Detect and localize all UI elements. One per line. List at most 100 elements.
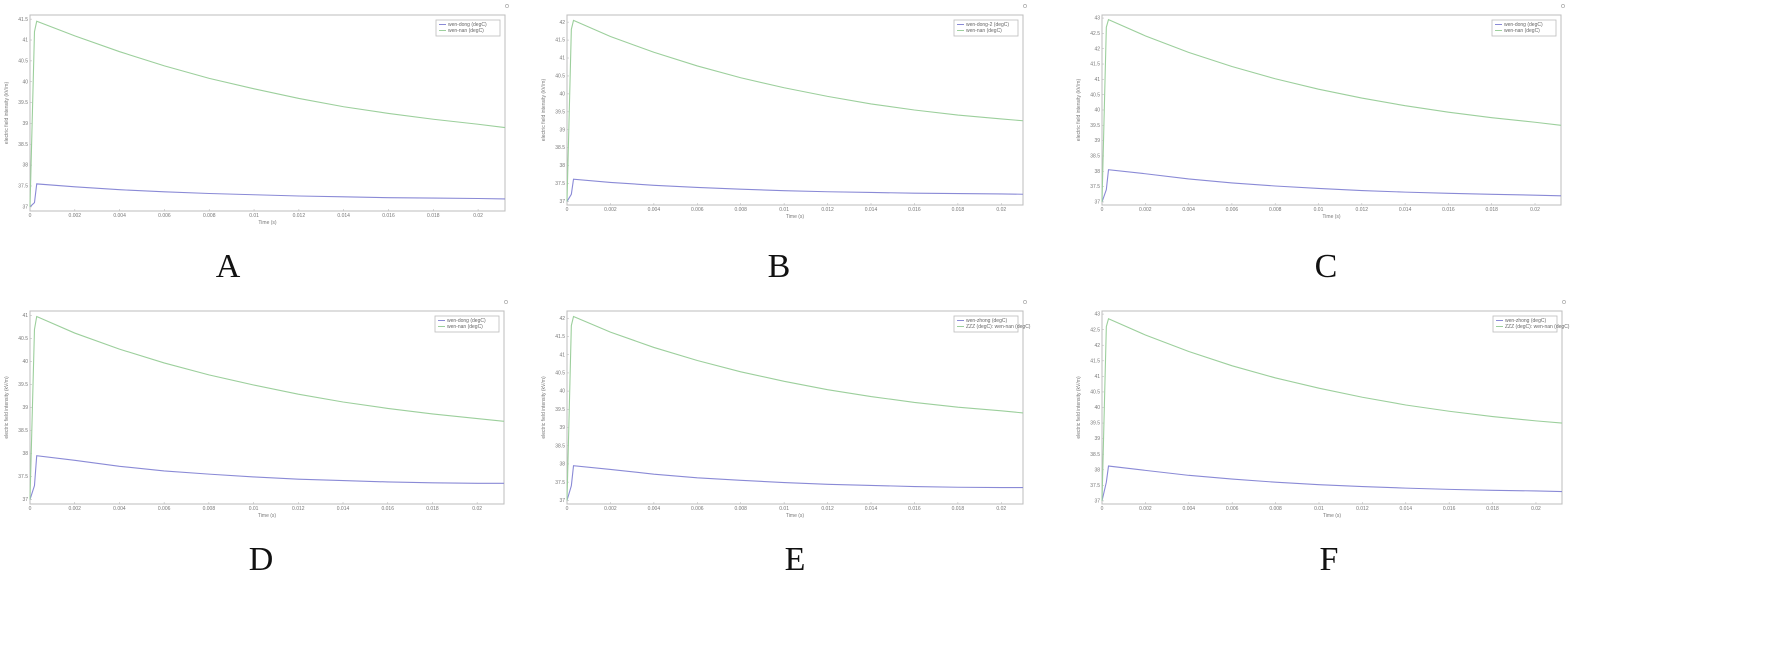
y-tick-label: 37 [22, 204, 28, 210]
y-axis-label: electric field intensity (kV/m) [541, 79, 547, 142]
panel-B: B [768, 248, 791, 285]
panel-C: C [1315, 248, 1338, 285]
legend-box [953, 315, 1019, 333]
legend: wen-zhong (degC)ZZZ (degC): wen-nan (deg… [953, 315, 1031, 333]
y-axis-label: electric field intensity (kV/m) [541, 376, 547, 439]
x-tick-label: 0.02 [996, 207, 1006, 213]
x-tick-label: 0.016 [908, 207, 921, 213]
toolbar-dot-icon [1023, 4, 1027, 8]
chart-f: 0 0.002 0.004 0.006 0.008 0.01 0.012 0.014 0.016… [1076, 300, 1570, 519]
y-tick-label: 39 [559, 425, 565, 431]
y-tick-label: 38.5 [18, 142, 28, 148]
x-tick-label: 0.02 [473, 213, 483, 219]
chart-d: 0 0.002 0.004 0.006 0.008 0.01 0.012 0.014 0.016… [4, 300, 508, 519]
chart-c: 0 0.002 0.004 0.006 0.008 0.01 0.012 0.014 0.016… [1076, 4, 1565, 220]
x-tick-label: 0.016 [1443, 506, 1456, 512]
chart-b: 0 0.002 0.004 0.006 0.008 0.01 0.012 0.014 0.016… [541, 4, 1027, 220]
y-tick-label: 41 [1094, 374, 1100, 380]
panel-label-E: E [785, 541, 806, 578]
x-tick-label: 0.02 [996, 506, 1006, 512]
panel-A: A [216, 248, 241, 285]
x-tick-label: 0.012 [821, 506, 834, 512]
x-tick-label: 0.004 [648, 506, 661, 512]
series-line-1 [566, 465, 1023, 501]
series-line-1 [1101, 169, 1562, 203]
x-tick-label: 0.004 [648, 207, 661, 213]
legend-box [435, 19, 501, 37]
legend-entry: wen-dong (degC) [448, 22, 487, 28]
y-tick-label: 39 [1094, 138, 1100, 144]
y-tick-label: 42 [559, 20, 565, 26]
y-tick-label: 39 [22, 121, 28, 127]
panel-label-A: A [216, 248, 241, 285]
legend-entry: wen-nan (degC) [1504, 28, 1540, 34]
y-tick-label: 37 [1094, 498, 1100, 504]
y-tick-label: 39.5 [555, 407, 565, 413]
x-tick-label: 0.014 [1400, 506, 1413, 512]
y-tick-label: 37.5 [1090, 184, 1100, 190]
x-axis-label: Time (s) [786, 214, 804, 220]
y-tick-label: 40.5 [1090, 390, 1100, 396]
toolbar-dot-icon [504, 300, 508, 304]
y-tick-label: 37 [22, 497, 28, 503]
y-tick-label: 37 [559, 498, 565, 504]
y-tick-label: 39 [1094, 436, 1100, 442]
x-tick-label: 0.006 [158, 506, 171, 512]
x-tick-label: 0.008 [203, 213, 216, 219]
y-tick-label: 38 [1094, 169, 1100, 175]
legend-entry: wen-nan (degC) [448, 28, 484, 34]
y-tick-label: 37.5 [18, 474, 28, 480]
x-tick-label: 0.014 [865, 506, 878, 512]
x-tick-label: 0.016 [908, 506, 921, 512]
y-tick-label: 41.5 [18, 17, 28, 23]
y-tick-label: 40.5 [555, 74, 565, 80]
y-tick-label: 42 [1094, 343, 1100, 349]
y-tick-label: 38.5 [1090, 452, 1100, 458]
x-tick-label: 0.002 [1139, 207, 1152, 213]
panel-label-C: C [1315, 248, 1338, 285]
y-tick-label: 37.5 [18, 184, 28, 190]
chart-a: 0 0.002 0.004 0.006 0.008 0.01 0.012 0.014 0.016… [4, 4, 509, 226]
legend-entry: wen-nan (degC) [966, 28, 1002, 34]
legend-box [1492, 315, 1558, 333]
x-tick-label: 0 [566, 506, 569, 512]
legend: wen-zhong (degC)ZZZ (degC): wen-nan (deg… [1492, 315, 1570, 333]
y-axis-label: electric field intensity (kV/m) [1076, 376, 1082, 439]
y-tick-label: 43 [1094, 16, 1100, 22]
legend-entry: wen-dong (degC) [447, 318, 486, 324]
x-tick-label: 0.01 [1314, 207, 1324, 213]
series-line-2 [1101, 18, 1562, 202]
y-tick-label: 37 [559, 199, 565, 205]
x-tick-label: 0.01 [779, 207, 789, 213]
x-tick-label: 0 [566, 207, 569, 213]
x-tick-label: 0.008 [734, 506, 747, 512]
y-tick-label: 39.5 [18, 100, 28, 106]
y-tick-label: 38.5 [555, 443, 565, 449]
y-tick-label: 37.5 [555, 480, 565, 486]
y-tick-label: 38 [559, 462, 565, 468]
x-tick-label: 0.01 [249, 213, 259, 219]
legend-entry: wen-zhong (degC) [1505, 318, 1546, 324]
x-tick-label: 0.018 [1486, 506, 1499, 512]
y-tick-label: 41 [559, 56, 565, 62]
x-tick-label: 0.006 [1226, 207, 1239, 213]
panel-label-D: D [249, 541, 274, 578]
series-line-1 [29, 455, 504, 500]
panel-E: E [785, 541, 806, 578]
x-tick-label: 0.018 [427, 213, 440, 219]
series-line-2 [566, 315, 1024, 501]
x-tick-label: 0.018 [1485, 207, 1498, 213]
legend-entry: ZZZ (degC): wen-nan (degC) [966, 324, 1031, 330]
series-line-2 [1101, 318, 1563, 501]
series-line-1 [566, 178, 1024, 202]
y-tick-label: 38 [1094, 467, 1100, 473]
x-axis-label: Time (s) [258, 220, 276, 226]
x-tick-label: 0.002 [604, 207, 617, 213]
legend: wen-dong-2 (degC)wen-nan (degC) [953, 19, 1019, 37]
x-tick-label: 0.006 [691, 207, 704, 213]
x-tick-label: 0.002 [68, 506, 81, 512]
panel-D: D [249, 541, 274, 578]
y-tick-label: 41 [22, 38, 28, 44]
y-axis-label: electric field intensity (kV/m) [4, 82, 10, 145]
